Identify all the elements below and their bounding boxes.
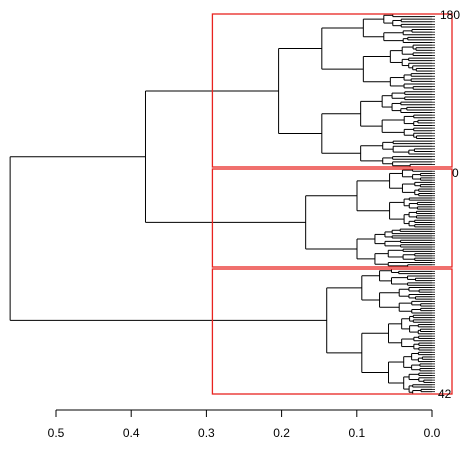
leaf-label-bottom: 42 (438, 387, 452, 401)
x-tick-label-1: 0.4 (123, 426, 140, 440)
leaf-label-middle: 0 (452, 166, 459, 180)
x-tick-label-5: 0.0 (424, 426, 441, 440)
leaf-label-top: 180 (440, 8, 460, 22)
x-tick-label-4: 0.1 (348, 426, 365, 440)
leaf-labels: 180 0 42 (438, 8, 460, 401)
cluster-cut-boxes (211, 13, 453, 395)
cluster-box-1 (211, 13, 453, 168)
dendrogram-branches (9, 13, 435, 395)
x-axis: 0.5 0.4 0.3 0.2 0.1 0.0 (48, 409, 441, 440)
x-tick-label-2: 0.3 (198, 426, 215, 440)
x-tick-label-3: 0.2 (273, 426, 290, 440)
cluster-box-2 (211, 168, 453, 268)
cluster-box-3 (211, 268, 453, 395)
x-tick-label-0: 0.5 (48, 426, 65, 440)
